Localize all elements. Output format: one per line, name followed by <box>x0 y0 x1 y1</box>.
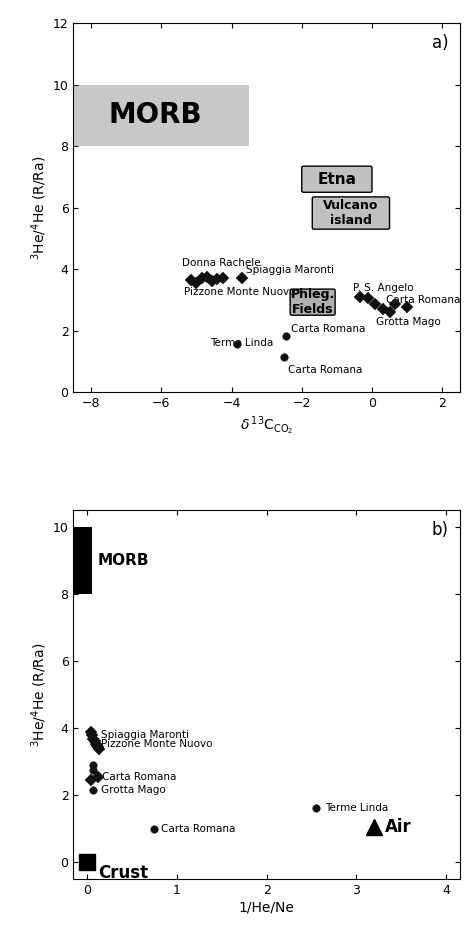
Text: Spiaggia Maronti: Spiaggia Maronti <box>101 730 189 740</box>
X-axis label: $\delta\,^{13}$C$_{\rm CO_2}$: $\delta\,^{13}$C$_{\rm CO_2}$ <box>240 414 293 437</box>
Text: MORB: MORB <box>109 101 202 129</box>
Text: Carta Romana: Carta Romana <box>291 324 365 334</box>
Text: Donna Rachele: Donna Rachele <box>182 258 261 268</box>
Text: Carta Romana: Carta Romana <box>102 772 177 781</box>
Text: P. S. Angelo: P. S. Angelo <box>353 283 413 293</box>
Text: Phleg.
Fields: Phleg. Fields <box>291 288 335 316</box>
Y-axis label: $^3$He/$^4$He (R/Ra): $^3$He/$^4$He (R/Ra) <box>29 643 48 747</box>
Text: Carta Romana: Carta Romana <box>161 824 235 833</box>
Text: a): a) <box>431 34 448 52</box>
Text: Air: Air <box>385 817 412 836</box>
Text: Carta Romana: Carta Romana <box>288 365 362 375</box>
Text: MORB: MORB <box>98 552 149 568</box>
Text: Terme Linda: Terme Linda <box>325 804 388 814</box>
FancyBboxPatch shape <box>302 166 372 193</box>
Text: Crust: Crust <box>98 864 148 882</box>
Bar <box>73 526 92 594</box>
Text: Carta Romana: Carta Romana <box>386 296 460 305</box>
Text: Grotta Mago: Grotta Mago <box>101 785 166 795</box>
Text: Pizzone Monte Nuovo: Pizzone Monte Nuovo <box>184 287 296 297</box>
Text: Grotta Mago: Grotta Mago <box>376 317 441 327</box>
Text: Etna: Etna <box>318 172 356 187</box>
Text: Pizzone Monte Nuovo: Pizzone Monte Nuovo <box>101 739 213 749</box>
X-axis label: 1/He/Ne: 1/He/Ne <box>239 901 294 915</box>
FancyBboxPatch shape <box>312 197 390 229</box>
Text: Vulcano
island: Vulcano island <box>323 199 379 227</box>
FancyBboxPatch shape <box>290 289 335 315</box>
Y-axis label: $^3$He/$^4$He (R/Ra): $^3$He/$^4$He (R/Ra) <box>29 155 48 259</box>
Text: b): b) <box>431 521 448 539</box>
Bar <box>73 85 249 146</box>
Text: Terme Linda: Terme Linda <box>210 339 273 349</box>
Text: Spiaggia Maronti: Spiaggia Maronti <box>246 265 334 274</box>
